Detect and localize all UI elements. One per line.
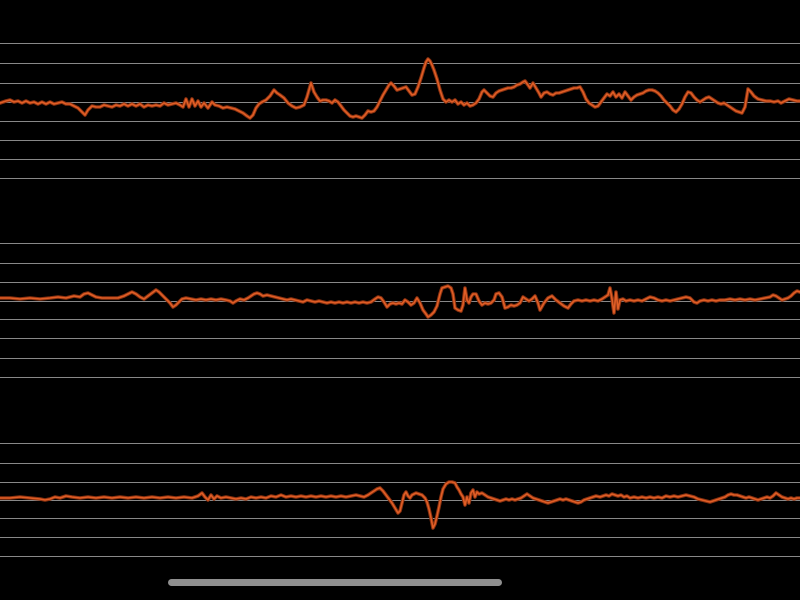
waveform-trace [0, 481, 800, 529]
waveform-trace-halo [0, 480, 800, 530]
scroll-indicator-thumb[interactable] [168, 579, 502, 586]
waveform-trace [0, 285, 800, 318]
waveform-trace [0, 58, 800, 119]
waveform-channel-3 [0, 443, 800, 557]
waveform-channel-1 [0, 43, 800, 179]
waveform-channel-2 [0, 243, 800, 378]
